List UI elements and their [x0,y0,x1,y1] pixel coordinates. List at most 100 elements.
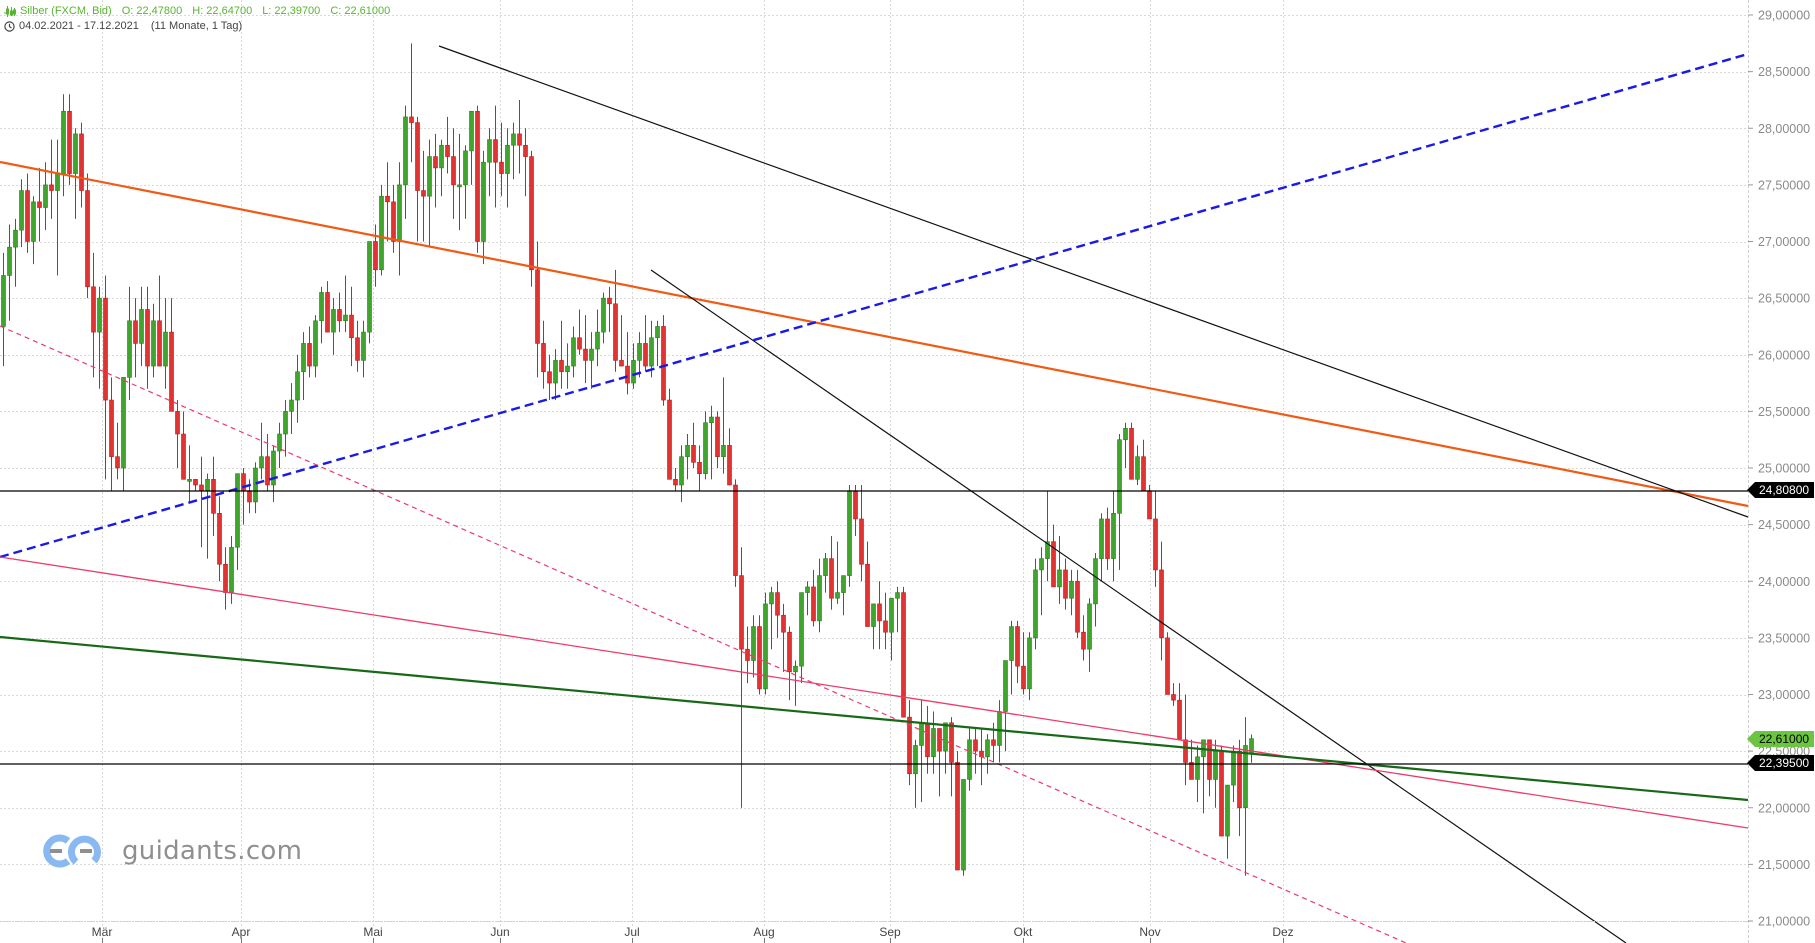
trendline-green-support[interactable] [0,635,1749,802]
trendline-pink-dashed-channel[interactable] [0,325,1407,943]
candle [145,286,150,389]
candle [37,167,42,242]
candle [493,105,498,208]
candle [565,343,570,389]
candle [205,473,210,559]
time-tick-label: Okt [1014,925,1033,939]
candle [1171,683,1176,706]
candle [397,162,402,276]
candle [637,332,642,378]
candle [181,411,186,480]
candle [385,162,390,242]
candle [55,139,60,276]
chart-grid [0,0,1748,928]
time-axis[interactable]: Mär Apr Mai Jun Jul Aug Sep Okt Nov Dez [0,921,1748,943]
candle [553,349,558,401]
guidants-logo[interactable]: guidants.com [38,832,302,870]
candle [1021,632,1026,695]
candle [679,445,684,502]
candle [73,128,78,219]
trendline-pink-solid-support[interactable] [0,556,1749,829]
candle [955,751,960,871]
candle [193,479,198,491]
candle [283,400,288,457]
candle [1243,717,1248,876]
price-tick-label: 23,50000 [1758,631,1810,645]
price-tick-label: 23,00000 [1758,688,1810,702]
guidants-logo-icon [43,834,101,868]
price-tag-last-close: 22,61000 [1746,730,1815,747]
candle [1165,632,1170,695]
candle [799,592,804,684]
candle [823,552,828,593]
price-tick-label: 26,00000 [1758,348,1810,362]
candle [373,224,378,287]
candle [961,779,966,876]
price-tick-label: 24,50000 [1758,518,1810,532]
time-tick-label: Apr [232,925,251,939]
trendline-black-upper-downtrend[interactable] [438,45,1749,518]
candle [973,728,978,774]
candle [1129,422,1134,480]
candle [667,388,672,480]
candle [745,626,750,684]
price-tick-label: 27,00000 [1758,235,1810,249]
candle [517,99,522,174]
trendline-blue-dashed-uptrend[interactable] [0,52,1749,559]
trendlines[interactable] [0,45,1749,943]
candle [475,105,480,253]
price-tick-label: 29,00000 [1758,9,1810,23]
candle [1177,683,1182,741]
candle [1225,784,1230,859]
candle [835,541,840,604]
candle [43,162,48,231]
candle [1219,745,1224,837]
candle [289,383,294,435]
candle [589,332,594,389]
candle [601,292,606,344]
candle [625,332,630,395]
candle [49,139,54,219]
candle [943,722,948,774]
candle [1141,439,1146,491]
candle [331,298,336,355]
candle [511,122,516,180]
low-value: L: 22,39700 [262,5,321,17]
candle [523,128,528,197]
candle [1195,745,1200,803]
candle [907,700,912,786]
candle [1,252,6,367]
candle [1117,434,1122,570]
candle [853,484,858,536]
candle [175,400,180,468]
time-tick-label: Sep [879,925,901,939]
candle [1099,513,1104,582]
candle [859,484,864,582]
candle [79,122,84,208]
candle [709,405,714,480]
candle [685,434,690,480]
candle [403,105,408,219]
candle [241,468,246,525]
trendline-orange-resistance[interactable] [0,160,1749,508]
candle [7,224,12,321]
candle [781,603,786,672]
date-range-info: 04.02.2021 - 17.12.2021 (11 Monate, 1 Ta… [4,19,396,33]
candle [337,292,342,333]
price-axis[interactable]: 21,0000021,5000022,0000022,5000023,00000… [1748,0,1810,943]
candle [805,581,810,616]
candle [25,173,30,253]
candle [1039,547,1044,616]
candle [811,569,816,627]
candle [277,422,282,468]
trendline-black-lower-downtrend[interactable] [650,269,1627,943]
price-tick-label: 28,50000 [1758,65,1810,79]
candle [187,445,192,502]
candle [415,116,420,242]
time-tick-label: Mai [363,925,382,939]
candle [559,320,564,389]
candlestick-icon[interactable] [4,5,16,17]
candle [901,586,906,718]
candle [763,592,768,695]
